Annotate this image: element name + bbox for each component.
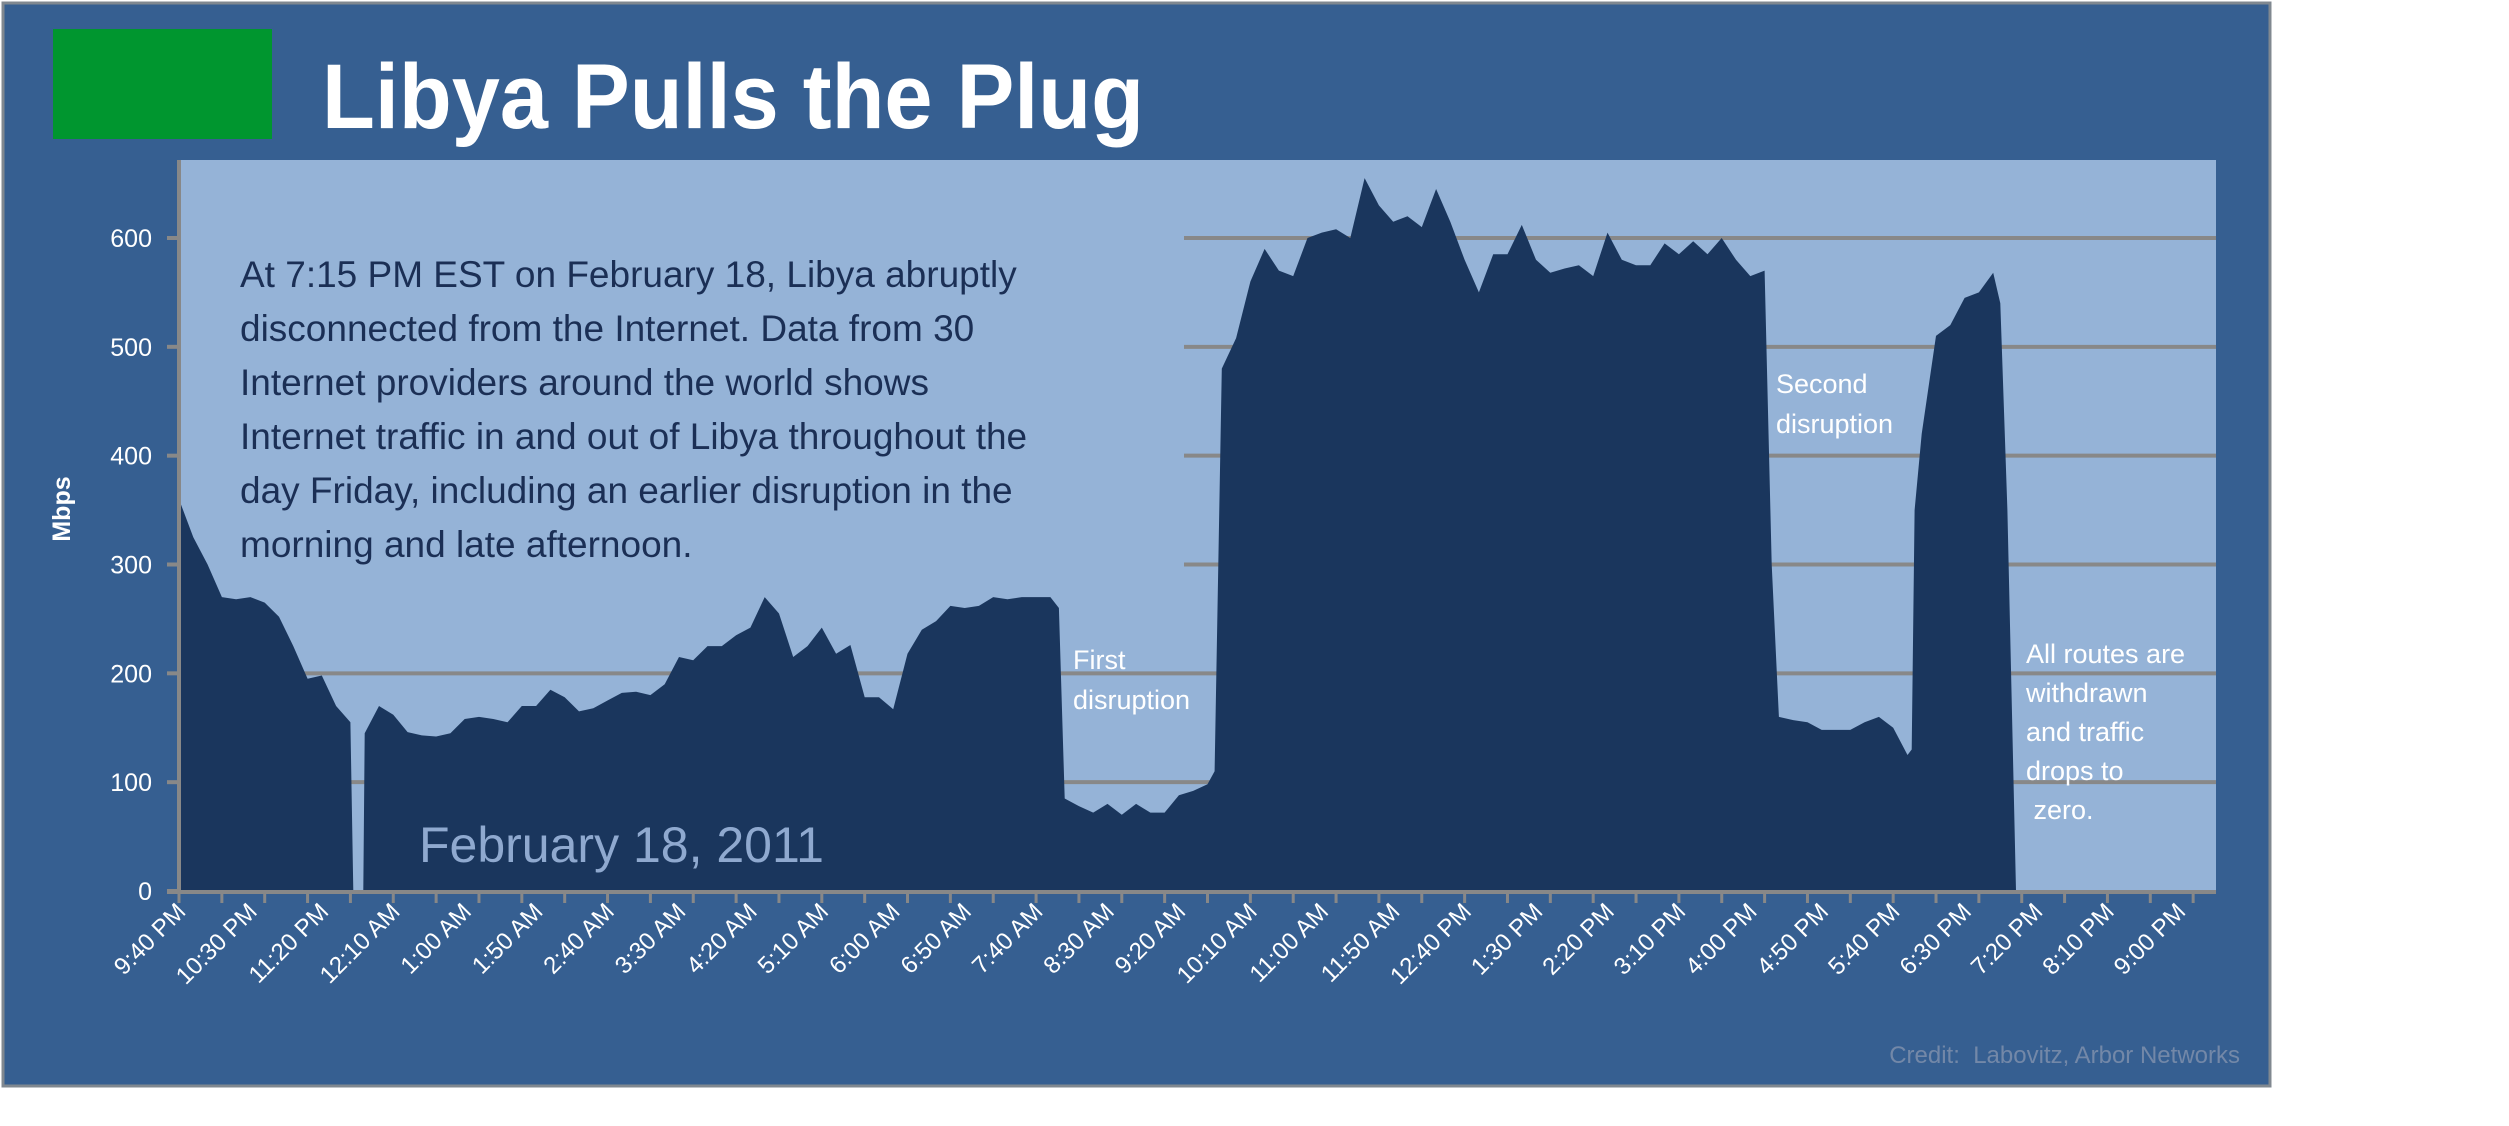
annotation-line: drops to (2026, 756, 2124, 786)
y-tick-label: 500 (110, 334, 152, 362)
annotation-line: All routes are (2026, 639, 2185, 669)
annotation-line: Second (1776, 369, 1868, 399)
description-line: disconnected from the Internet. Data fro… (240, 308, 974, 349)
annotation-line: zero. (2026, 795, 2094, 825)
title-badge (53, 29, 272, 139)
y-tick-label: 300 (110, 552, 152, 580)
annotation-routes-withdrawn: All routes are withdrawn and traffic dro… (2025, 639, 2185, 825)
y-tick-label: 0 (138, 878, 152, 906)
y-axis-label: Mbps (48, 476, 76, 541)
chart-title: Libya Pulls the Plug (322, 46, 1144, 148)
description-line: Internet traffic in and out of Libya thr… (240, 416, 1027, 457)
annotation-line: First (1073, 645, 1126, 675)
description-line: At 7:15 PM EST on February 18, Libya abr… (240, 254, 1017, 295)
y-tick-label: 100 (110, 769, 152, 797)
annotation-first-disruption: First disruption (1073, 645, 1190, 715)
y-tick-label: 200 (110, 660, 152, 688)
traffic-area (179, 178, 2016, 892)
annotation-second-disruption: Second disruption (1776, 369, 1893, 439)
description-text: At 7:15 PM EST on February 18, Libya abr… (240, 254, 1027, 565)
description-line: morning and late afternoon. (240, 524, 693, 565)
credit: Credit: Labovitz, Arbor Networks (1889, 1042, 2240, 1069)
y-tick-label: 400 (110, 443, 152, 471)
date-label: February 18, 2011 (419, 817, 824, 873)
y-axis: 0 100 200 300 400 500 600 (110, 160, 181, 906)
annotation-line: disruption (1073, 685, 1190, 715)
description-line: day Friday, including an earlier disrupt… (240, 470, 1013, 511)
annotation-line: withdrawn (2025, 678, 2148, 708)
annotation-line: and traffic (2026, 717, 2144, 747)
description-box (181, 160, 1184, 577)
description-line: Internet providers around the world show… (240, 362, 929, 403)
y-tick-label: 600 (110, 225, 152, 253)
annotation-line: disruption (1776, 409, 1893, 439)
